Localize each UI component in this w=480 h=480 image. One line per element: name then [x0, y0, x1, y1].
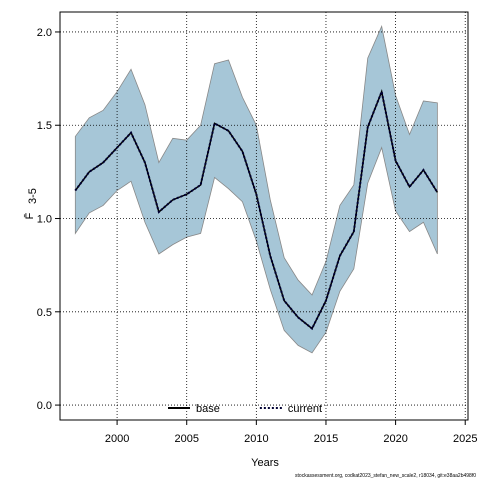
- y-tick-label: 0.0: [37, 400, 52, 412]
- y-tick-label: 1.5: [37, 120, 52, 132]
- legend-label: base: [196, 403, 220, 415]
- y-tick-label: 2.0: [37, 27, 52, 39]
- x-tick-label: 2020: [383, 433, 407, 445]
- source-note: stockassessment.org, codkat2023_stefan_n…: [295, 473, 476, 479]
- x-tick-label: 2010: [244, 433, 268, 445]
- y-axis-label: F̄ 3-5: [23, 188, 39, 219]
- y-tick-label: 0.5: [37, 307, 52, 319]
- x-axis-label: Years: [251, 457, 279, 469]
- legend-label: current: [288, 403, 322, 415]
- y-label-symbol: F̄: [23, 212, 36, 219]
- series-line: [74, 88, 439, 331]
- x-tick-label: 2025: [453, 433, 477, 445]
- y-tick-label: 1.0: [37, 214, 52, 226]
- x-tick-label: 2000: [105, 433, 129, 445]
- y-label-subscript: 3-5: [27, 188, 39, 204]
- x-tick-label: 2005: [174, 433, 198, 445]
- x-tick-label: 2015: [314, 433, 338, 445]
- plot-frame: [59, 11, 469, 421]
